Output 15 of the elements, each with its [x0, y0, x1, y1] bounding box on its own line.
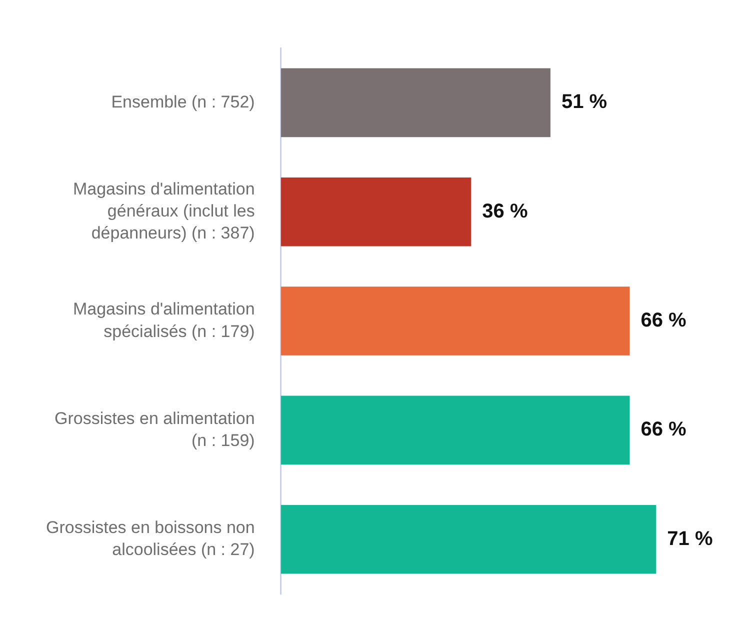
- data-label: 51 %: [561, 91, 608, 114]
- bar: [280, 286, 630, 356]
- y-tick-label: Grossistes en boissons non alcoolisées (n : 27): [46, 518, 255, 560]
- bar: [280, 177, 472, 246]
- bar: [280, 396, 630, 465]
- data-label: 66 %: [640, 310, 687, 332]
- data-label: 71 %: [667, 528, 713, 550]
- bar: [280, 68, 550, 138]
- y-tick-label: Ensemble (n : 752): [111, 92, 255, 112]
- data-label: 66 %: [640, 418, 687, 441]
- bar: [280, 504, 656, 574]
- y-tick-label: Grossistes en alimentation (n : 159): [54, 408, 255, 450]
- data-label: 36 %: [482, 200, 528, 222]
- y-tick-label: Magasins d'alimentation spécialisés (n : 179): [72, 300, 255, 341]
- y-tick-label: Magasins d'alimentation généraux (inclut les dépanneurs) (n : 387): [72, 179, 255, 243]
